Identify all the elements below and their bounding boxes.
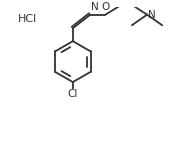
Text: N: N — [148, 10, 156, 20]
Text: N: N — [91, 2, 99, 12]
Text: HCl: HCl — [18, 14, 37, 24]
Text: O: O — [101, 2, 110, 12]
Text: Cl: Cl — [68, 89, 78, 99]
